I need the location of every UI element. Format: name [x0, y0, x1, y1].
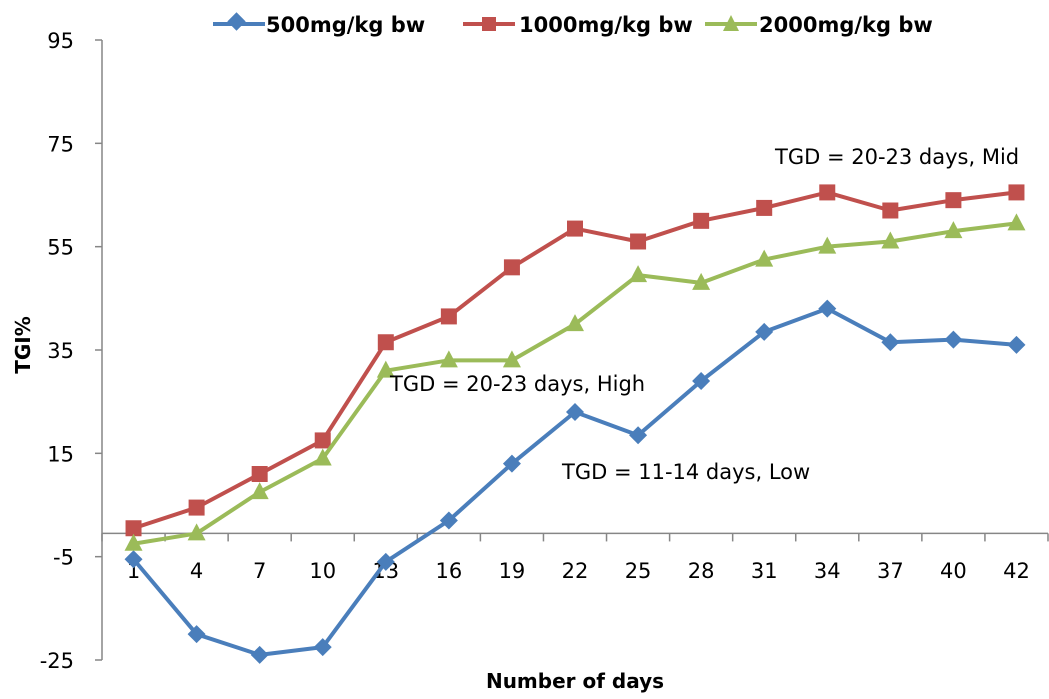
- series-2: [125, 184, 1025, 537]
- data-point-square: [882, 202, 899, 219]
- legend-item-2000: 2000mg/kg bw: [705, 13, 933, 37]
- data-point-triangle: [439, 350, 458, 368]
- data-point-square: [440, 308, 457, 325]
- data-point-triangle: [376, 360, 395, 378]
- chart-labels: TGI% Number of days 500mg/kg bw 1000mg/k…: [11, 12, 1019, 693]
- legend-marker-diamond: [227, 12, 246, 31]
- annotation-mid: TGD = 20-23 days, Mid: [774, 145, 1019, 169]
- data-point-diamond: [502, 454, 521, 473]
- data-point-triangle: [1007, 213, 1026, 231]
- annotation-high: TGD = 20-23 days, High: [389, 372, 645, 396]
- data-point-diamond: [1007, 335, 1026, 354]
- data-point-diamond: [629, 426, 648, 445]
- y-tick-label: -5: [53, 546, 74, 570]
- data-point-square: [630, 233, 647, 250]
- y-tick-label: 75: [47, 132, 74, 156]
- y-axis-title: TGI%: [11, 316, 35, 374]
- x-tick-label: 7: [253, 559, 266, 583]
- x-tick-label: 31: [751, 559, 778, 583]
- y-tick-label: 15: [47, 442, 74, 466]
- x-tick-label: 40: [940, 559, 967, 583]
- data-point-triangle: [692, 272, 711, 290]
- legend-item-1000: 1000mg/kg bw: [463, 13, 693, 37]
- data-point-diamond: [376, 552, 395, 571]
- data-point-triangle: [755, 249, 774, 267]
- data-point-triangle: [250, 482, 269, 500]
- data-point-square: [251, 466, 268, 482]
- x-tick-label: 16: [435, 559, 462, 583]
- x-tick-label: 37: [877, 559, 904, 583]
- x-tick-label: 25: [625, 559, 652, 583]
- data-point-triangle: [124, 533, 143, 551]
- data-point-triangle: [818, 236, 837, 254]
- data-point-diamond: [250, 645, 269, 664]
- x-tick-label: 42: [1003, 559, 1030, 583]
- legend: 500mg/kg bw 1000mg/kg bw 2000mg/kg bw: [213, 12, 933, 37]
- x-tick-label: 10: [309, 559, 336, 583]
- y-tick-label: 55: [47, 236, 74, 260]
- x-axis-title: Number of days: [486, 669, 664, 693]
- data-point-square: [819, 184, 836, 201]
- data-point-square: [567, 220, 583, 237]
- data-point-square: [314, 432, 331, 449]
- data-point-square: [693, 212, 710, 229]
- data-point-diamond: [439, 511, 458, 530]
- data-point-triangle: [881, 231, 900, 249]
- legend-label-2000: 2000mg/kg bw: [759, 13, 933, 37]
- series-1: [124, 299, 1026, 664]
- y-tick-label: 35: [47, 339, 74, 363]
- data-point-square: [1008, 184, 1025, 201]
- data-point-diamond: [755, 322, 774, 341]
- data-point-diamond: [187, 625, 206, 644]
- data-point-diamond: [313, 638, 332, 657]
- data-point-square: [503, 259, 520, 276]
- data-point-square: [756, 199, 773, 216]
- data-point-square: [188, 499, 205, 516]
- x-tick-label: 4: [190, 559, 203, 583]
- series-lines: [124, 184, 1026, 664]
- data-point-diamond: [818, 299, 837, 318]
- legend-marker-square: [482, 17, 496, 31]
- series-3: [124, 213, 1026, 551]
- data-point-diamond: [566, 403, 584, 421]
- data-point-square: [945, 192, 962, 209]
- legend-marker-triangle: [723, 15, 739, 31]
- data-point-square: [377, 334, 394, 351]
- data-point-triangle: [187, 523, 206, 541]
- y-tick-label: -25: [40, 649, 74, 673]
- legend-label-1000: 1000mg/kg bw: [519, 13, 693, 37]
- legend-item-500: 500mg/kg bw: [213, 12, 425, 37]
- data-point-diamond: [944, 330, 963, 349]
- data-point-triangle: [566, 314, 584, 332]
- legend-label-500: 500mg/kg bw: [266, 13, 425, 37]
- x-tick-label: 28: [688, 559, 715, 583]
- y-tick-label: 95: [47, 29, 74, 53]
- x-tick-label: 34: [814, 559, 841, 583]
- data-point-triangle: [313, 448, 332, 466]
- x-tick-label: 22: [562, 559, 589, 583]
- data-point-diamond: [692, 372, 711, 390]
- data-point-triangle: [629, 265, 648, 283]
- data-point-diamond: [124, 550, 143, 569]
- data-point-diamond: [881, 333, 900, 352]
- data-point-square: [125, 520, 142, 537]
- data-point-triangle: [944, 221, 963, 239]
- data-point-triangle: [502, 350, 521, 368]
- x-tick-label: 19: [499, 559, 526, 583]
- annotation-low: TGD = 11-14 days, Low: [561, 460, 810, 484]
